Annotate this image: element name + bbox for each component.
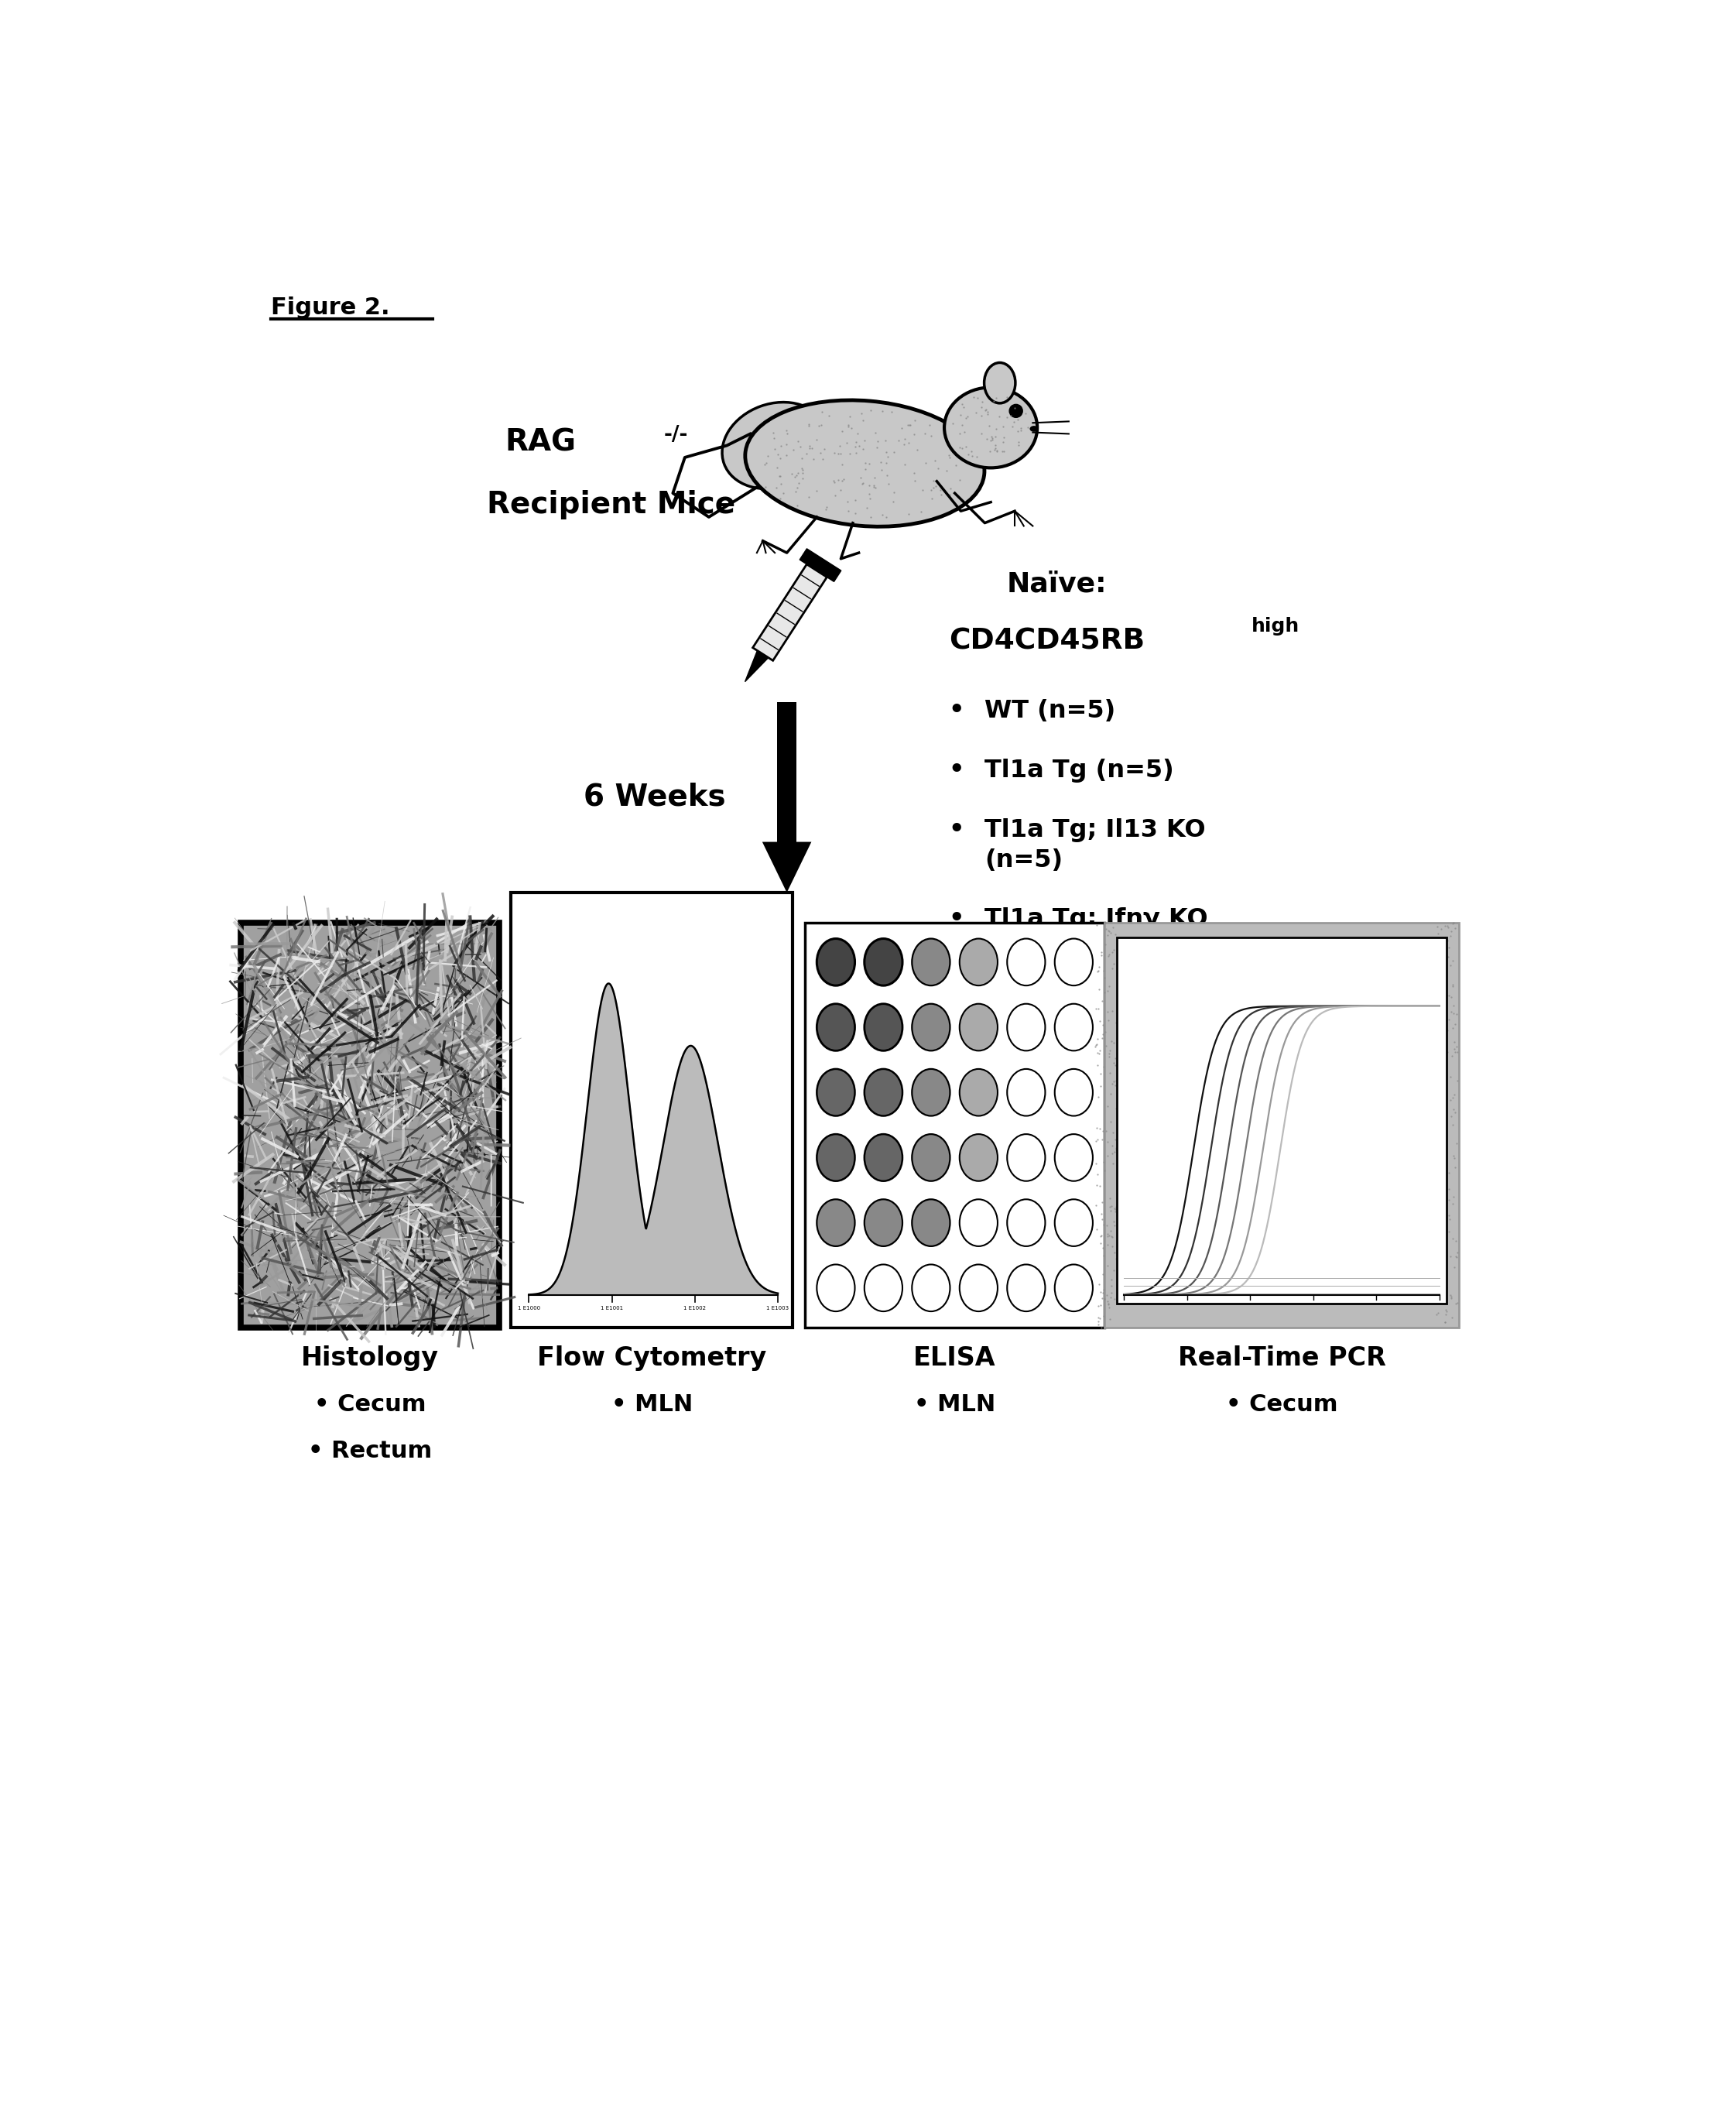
Ellipse shape (865, 1068, 903, 1115)
Text: •: • (950, 996, 965, 1021)
Ellipse shape (865, 1004, 903, 1051)
Text: WT (n=5): WT (n=5) (984, 698, 1116, 724)
Ellipse shape (960, 1068, 998, 1115)
Ellipse shape (745, 400, 984, 526)
Ellipse shape (865, 1264, 903, 1311)
Ellipse shape (1007, 1134, 1045, 1181)
Ellipse shape (1055, 1264, 1092, 1311)
Ellipse shape (984, 362, 1016, 402)
Text: Histology: Histology (300, 1345, 439, 1370)
Polygon shape (762, 843, 811, 892)
Text: • Rectum: • Rectum (307, 1441, 432, 1462)
Text: •: • (950, 758, 965, 783)
Bar (241, 921, 498, 1328)
Text: ELISA: ELISA (913, 1345, 996, 1370)
Text: 1 E1002: 1 E1002 (684, 1307, 707, 1311)
Ellipse shape (816, 938, 854, 985)
Ellipse shape (1007, 1200, 1045, 1247)
Text: RAG: RAG (505, 428, 576, 458)
Text: 6 Weeks: 6 Weeks (583, 783, 726, 813)
Ellipse shape (1007, 1004, 1045, 1051)
Text: 1 E1003: 1 E1003 (767, 1307, 790, 1311)
Bar (1116, 936, 1446, 1304)
Ellipse shape (960, 1004, 998, 1051)
Text: Recipient Mice: Recipient Mice (486, 489, 736, 519)
Text: high: high (1252, 617, 1300, 636)
Polygon shape (745, 651, 769, 681)
Text: Naïve:: Naïve: (1007, 570, 1108, 598)
Text: Flow Cytometry: Flow Cytometry (536, 1345, 767, 1370)
Ellipse shape (911, 1264, 950, 1311)
Ellipse shape (1029, 426, 1038, 432)
Ellipse shape (1055, 1004, 1092, 1051)
Ellipse shape (960, 1264, 998, 1311)
Text: 1 E1000: 1 E1000 (517, 1307, 540, 1311)
Ellipse shape (960, 1134, 998, 1181)
Ellipse shape (911, 1004, 950, 1051)
Ellipse shape (1007, 1068, 1045, 1115)
Ellipse shape (816, 1068, 854, 1115)
Text: Figure 2.: Figure 2. (271, 296, 391, 319)
Text: • Cecum: • Cecum (314, 1394, 425, 1415)
Text: •: • (950, 698, 965, 724)
Ellipse shape (722, 402, 828, 489)
Polygon shape (753, 564, 826, 660)
Ellipse shape (865, 938, 903, 985)
Text: CD4CD45RB: CD4CD45RB (950, 628, 1144, 655)
Ellipse shape (816, 1264, 854, 1311)
Ellipse shape (911, 1068, 950, 1115)
Text: Tl1a Tg; Il13 KO
(n=5): Tl1a Tg; Il13 KO (n=5) (984, 817, 1207, 872)
Ellipse shape (960, 938, 998, 985)
Text: Tl1a Tg (n=5): Tl1a Tg (n=5) (984, 758, 1174, 783)
Ellipse shape (1055, 1134, 1092, 1181)
Ellipse shape (1055, 938, 1092, 985)
Text: •: • (950, 907, 965, 932)
Bar (778, 702, 797, 843)
Ellipse shape (1055, 1068, 1092, 1115)
Ellipse shape (960, 1200, 998, 1247)
Text: Tl1a Tg; Il17a KO
(n=5): Tl1a Tg; Il17a KO (n=5) (984, 996, 1222, 1051)
Text: Tl1a Tg; Ifnγ KO
(n=5): Tl1a Tg; Ifnγ KO (n=5) (984, 907, 1208, 962)
Ellipse shape (865, 1200, 903, 1247)
Text: -/-: -/- (663, 426, 687, 445)
Text: • Cecum: • Cecum (1226, 1394, 1338, 1415)
Bar (1104, 921, 1458, 1328)
Ellipse shape (911, 1200, 950, 1247)
Ellipse shape (865, 1134, 903, 1181)
Ellipse shape (816, 1004, 854, 1051)
Bar (510, 892, 793, 1328)
Circle shape (1009, 404, 1023, 417)
Bar (806, 921, 1104, 1328)
Ellipse shape (1007, 1264, 1045, 1311)
Ellipse shape (944, 387, 1036, 468)
Text: • MLN: • MLN (915, 1394, 995, 1415)
Ellipse shape (1055, 1200, 1092, 1247)
Ellipse shape (816, 1134, 854, 1181)
Text: Real-Time PCR: Real-Time PCR (1177, 1345, 1385, 1370)
Text: 1 E1001: 1 E1001 (601, 1307, 623, 1311)
Ellipse shape (816, 1200, 854, 1247)
Text: •: • (950, 817, 965, 843)
Ellipse shape (911, 938, 950, 985)
Polygon shape (800, 549, 842, 581)
Text: • MLN: • MLN (611, 1394, 693, 1415)
Ellipse shape (911, 1134, 950, 1181)
Ellipse shape (1007, 938, 1045, 985)
